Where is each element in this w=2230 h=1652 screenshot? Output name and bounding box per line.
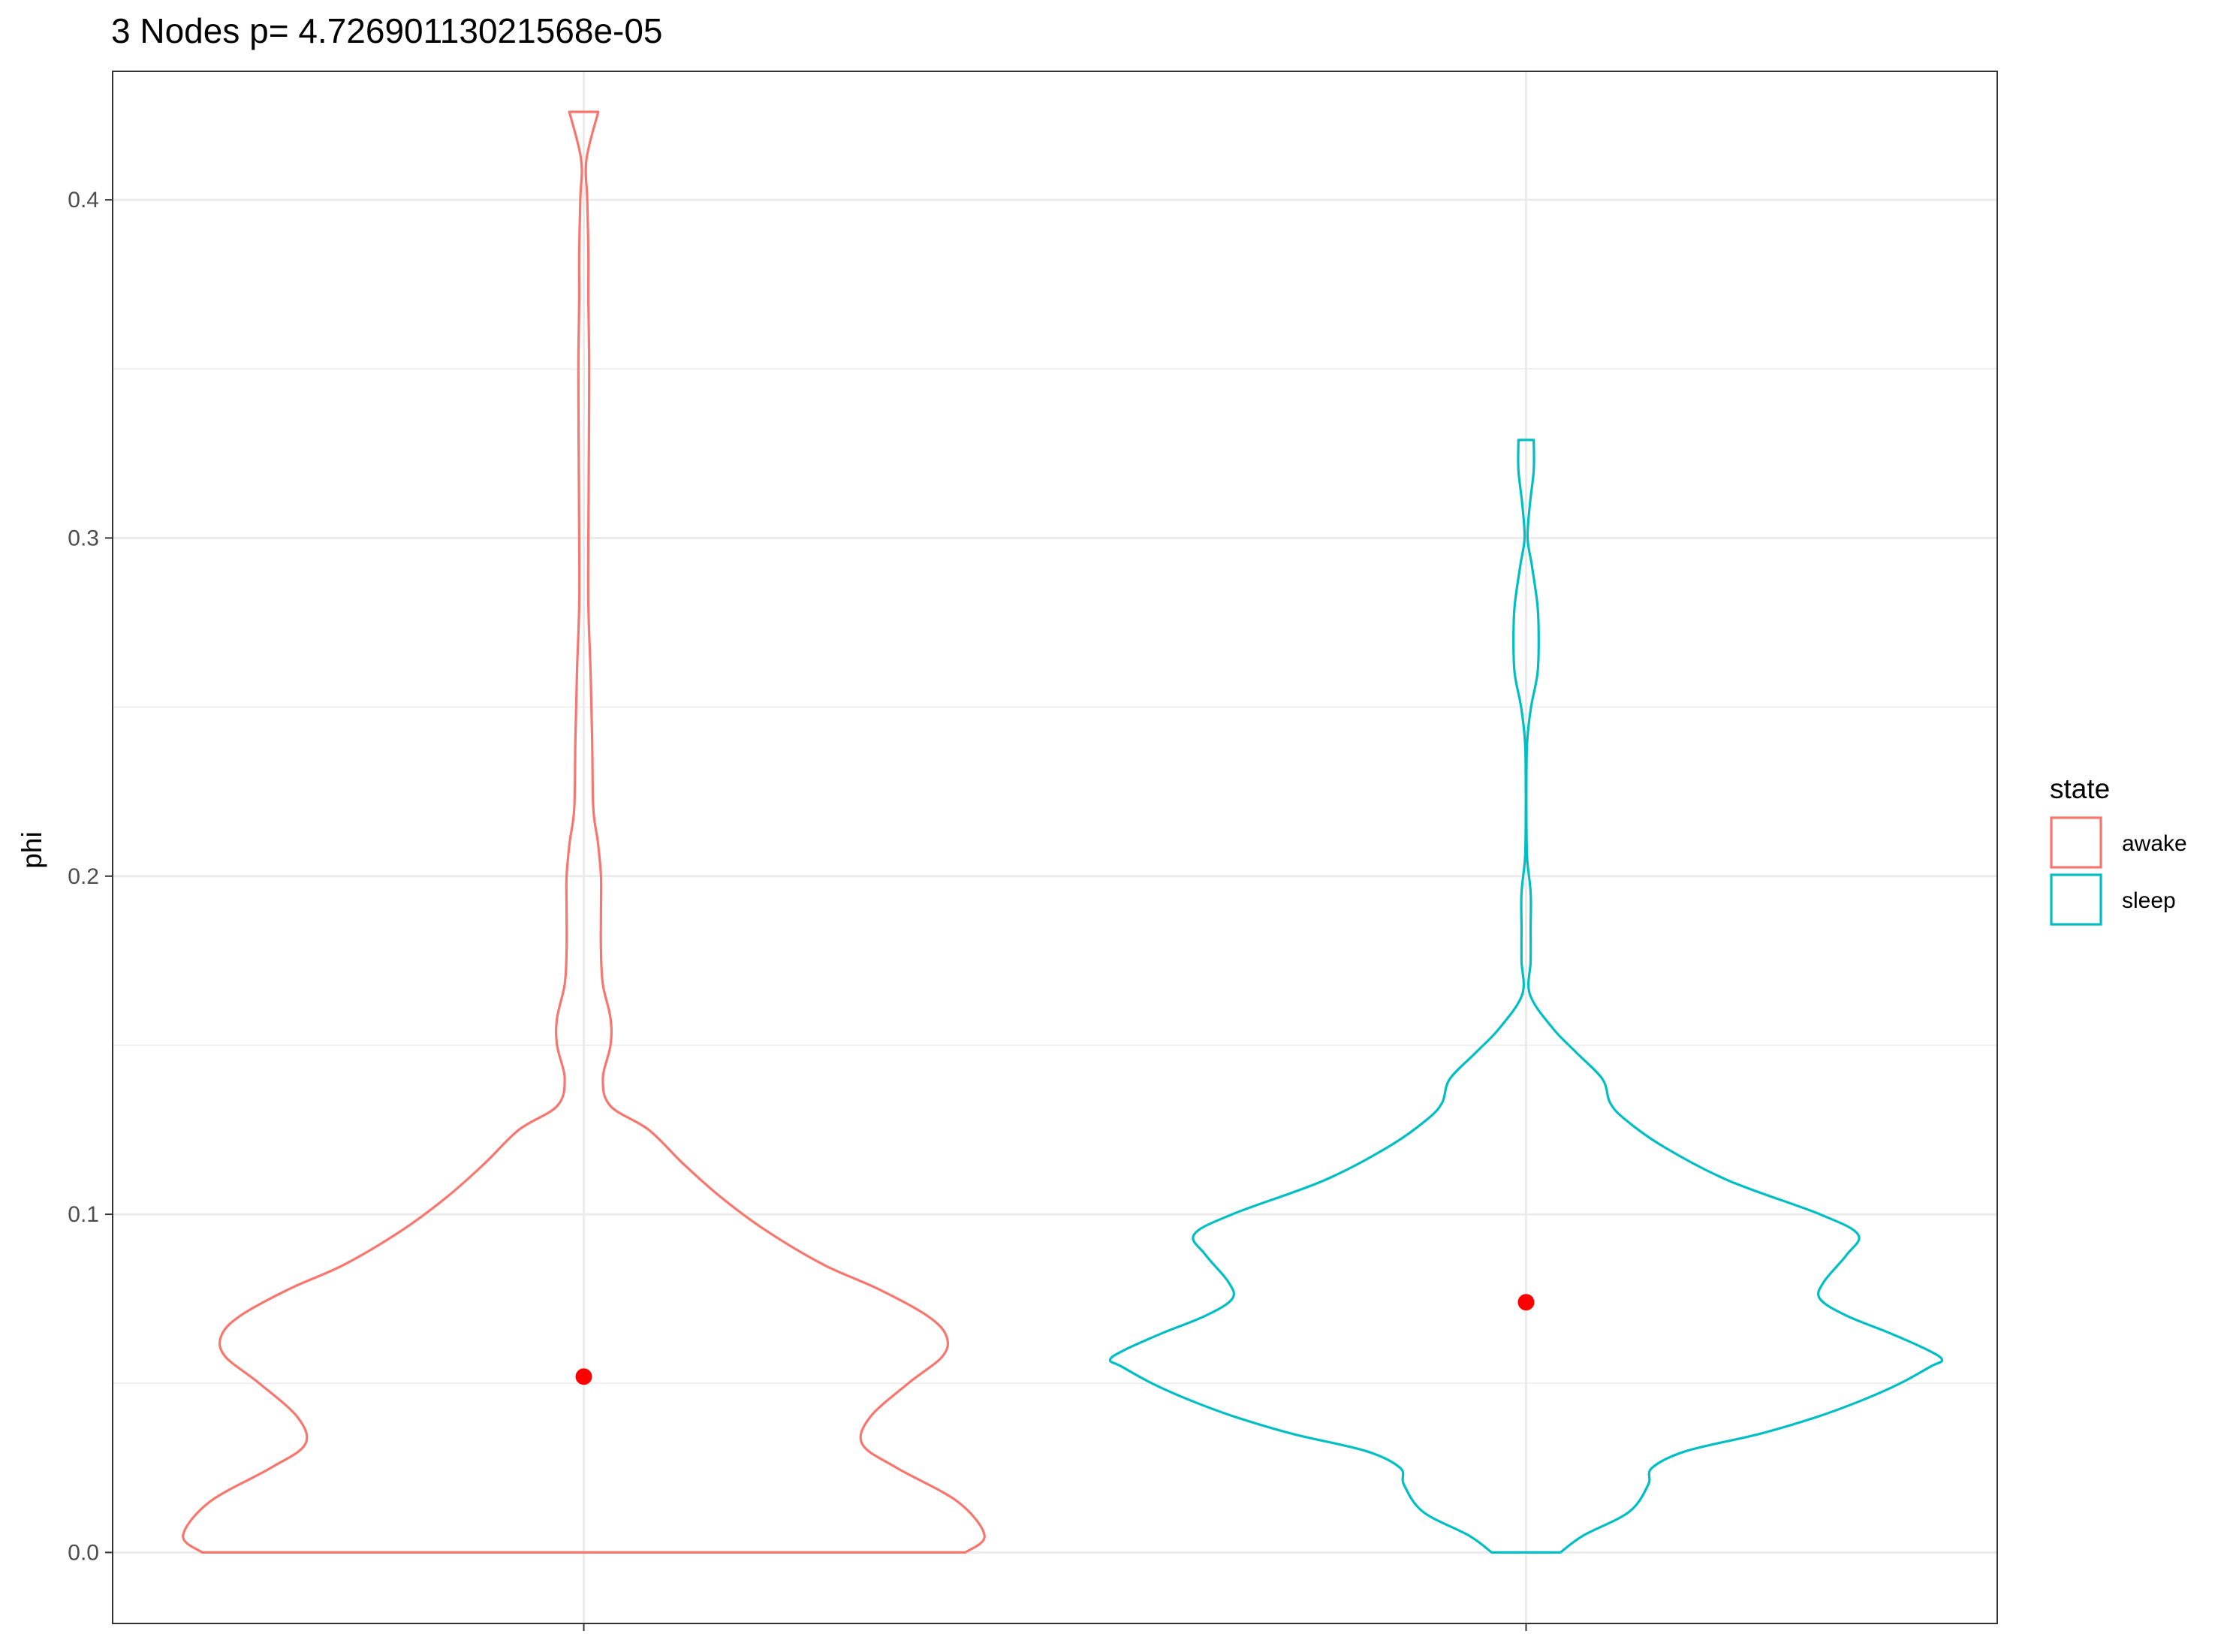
y-axis-title: phi [17, 831, 47, 868]
legend: state awake sleep [2050, 773, 2187, 926]
chart-title: 3 Nodes p= 4.72690113021568e-05 [111, 11, 663, 50]
panel-border [112, 71, 1998, 1624]
mean-point-sleep [1517, 1294, 1535, 1311]
y-tick-label: 0.2 [68, 864, 99, 889]
y-axis: 0.0 0.1 0.2 0.3 0.4 [68, 188, 1527, 1631]
mean-point-awake [575, 1368, 592, 1385]
plot-panel [112, 71, 1998, 1624]
violin-sleep [1108, 439, 1944, 1554]
y-tick-label: 0.3 [68, 526, 99, 550]
mean-points [575, 1294, 1535, 1385]
legend-key-awake [2050, 816, 2102, 869]
y-tick-label: 0.0 [68, 1540, 99, 1565]
violins [182, 110, 1944, 1554]
legend-label-awake: awake [2122, 831, 2187, 856]
legend-label-sleep: sleep [2122, 888, 2176, 913]
y-tick-label: 0.4 [68, 188, 99, 213]
panel-background [113, 71, 1997, 1623]
violin-awake [182, 110, 986, 1554]
y-tick-label: 0.1 [68, 1202, 99, 1227]
legend-key-sleep [2050, 873, 2102, 926]
legend-title: state [2050, 773, 2110, 804]
